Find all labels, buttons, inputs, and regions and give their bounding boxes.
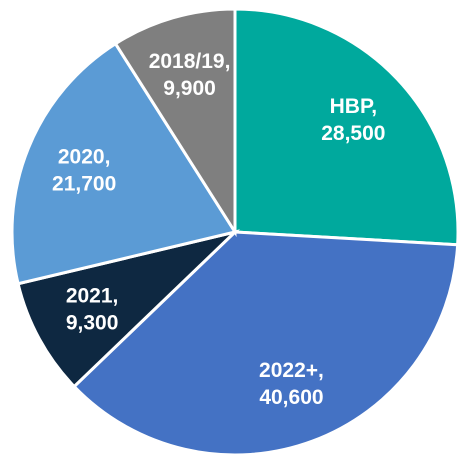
slice-value-label: 28,500 [321, 122, 385, 145]
slice-value-label: 9,900 [163, 77, 216, 100]
slice-category-label: 2020, [58, 145, 111, 168]
pie-slice [72, 230, 457, 456]
slice-category-label: 2021, [66, 285, 119, 308]
slice-value-label: 9,300 [66, 312, 119, 335]
pie-slice [233, 7, 457, 247]
slice-category-label: HBP, [330, 95, 377, 118]
slice-value-label: 40,600 [259, 386, 323, 409]
slice-category-label: 2022+, [259, 359, 324, 382]
slice-category-label: 2018/19, [149, 50, 231, 73]
pie-slice [10, 41, 238, 286]
slice-value-label: 21,700 [52, 172, 116, 195]
pie-slice [113, 7, 237, 238]
pie-slice [16, 229, 241, 389]
